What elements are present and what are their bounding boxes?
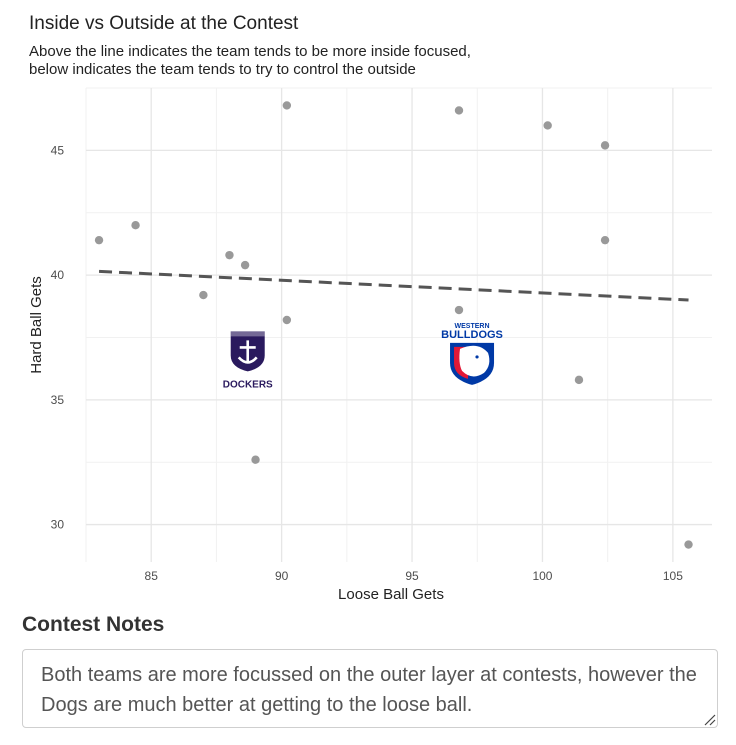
- chart-subtitle-line-2: below indicates the team tends to try to…: [29, 61, 416, 78]
- chart-subtitle: Above the line indicates the team tends …: [29, 43, 471, 79]
- data-point: [543, 121, 552, 130]
- dockers-anchor-icon: [237, 340, 258, 364]
- resize-grip-icon[interactable]: [702, 712, 716, 726]
- data-point: [574, 375, 584, 385]
- data-point: [282, 315, 292, 325]
- data-point: [225, 250, 234, 260]
- data-point: [600, 235, 610, 245]
- dockers-wordmark: DOCKERS: [223, 379, 273, 390]
- bulldogs-dog-icon: [459, 345, 490, 377]
- data-point: [600, 141, 610, 150]
- bulldogs-wordmark: BULLDOGS: [441, 329, 503, 341]
- data-point: [454, 305, 464, 315]
- x-tick-label: 90: [275, 569, 289, 583]
- data-point: [282, 101, 292, 110]
- y-tick-label: 30: [51, 518, 65, 532]
- bulldogs-dog-eye: [475, 355, 479, 359]
- grid: [85, 87, 712, 562]
- dockers-shield-band: [230, 331, 265, 337]
- x-axis-label: Loose Ball Gets: [338, 586, 444, 603]
- x-tick-label: 100: [532, 569, 552, 583]
- data-point: [94, 235, 104, 245]
- plot-area: 85 90 95 100 105 30 35 40 45 Loose Ball Gets Hard …: [28, 87, 712, 603]
- data-point: [684, 540, 693, 549]
- data-point: [251, 455, 260, 464]
- y-tick-label: 35: [51, 393, 65, 407]
- data-point: [131, 221, 140, 230]
- chart-subtitle-line-1: Above the line indicates the team tends …: [29, 43, 471, 60]
- dockers-logo: DOCKERS: [223, 331, 273, 390]
- x-tick-label: 105: [663, 569, 683, 583]
- notes-textarea[interactable]: Both teams are more focussed on the oute…: [22, 649, 718, 728]
- x-tick-label: 85: [145, 569, 159, 583]
- chart-title: Inside vs Outside at the Contest: [29, 13, 299, 34]
- bulldogs-sublabel: WESTERN: [455, 323, 490, 330]
- notes-heading: Contest Notes: [22, 613, 165, 636]
- chart: Inside vs Outside at the Contest Above t…: [28, 13, 712, 603]
- data-point: [240, 260, 250, 270]
- data-point: [454, 106, 464, 115]
- y-axis-label: Hard Ball Gets: [28, 276, 45, 374]
- y-tick-label: 40: [51, 268, 65, 282]
- data-point: [199, 290, 208, 300]
- trend-line: [98, 269, 689, 302]
- y-tick-label: 45: [51, 143, 65, 157]
- x-tick-label: 95: [405, 569, 419, 583]
